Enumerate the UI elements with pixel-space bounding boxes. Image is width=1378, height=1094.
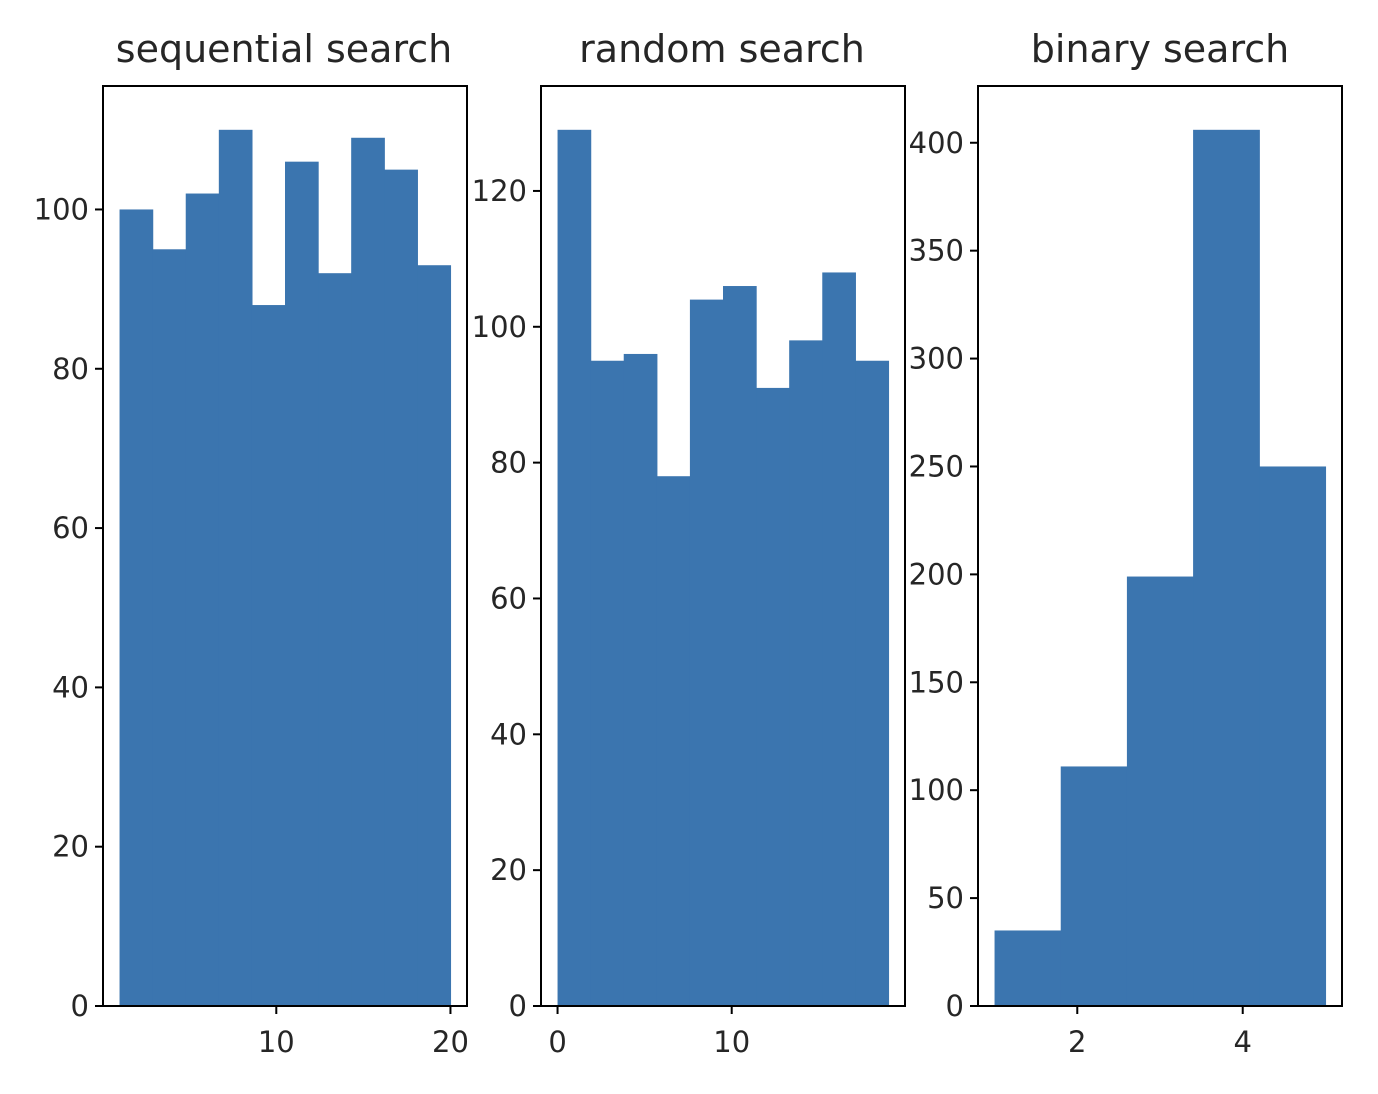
y-tick-label: 40 <box>490 717 527 751</box>
sequential-search-panel: sequential search 0 20 40 60 80 100 10 20 <box>34 27 469 1059</box>
histogram-bar <box>590 360 625 1006</box>
y-tick-label: 0 <box>946 989 964 1023</box>
panel-title: random search <box>579 27 865 71</box>
y-tick-label: 100 <box>472 310 527 344</box>
y-tick-label: 150 <box>909 665 964 699</box>
y-tick-label: 400 <box>909 126 964 160</box>
y-tick-label: 100 <box>34 192 89 226</box>
y-tick-label: 20 <box>52 830 89 864</box>
panel-title: binary search <box>1031 27 1289 71</box>
x-tick-label: 10 <box>258 1025 295 1059</box>
histogram-bar <box>251 305 286 1006</box>
y-tick-label: 80 <box>490 446 527 480</box>
axes-frame <box>102 85 468 1007</box>
bar-group <box>557 129 890 1007</box>
histogram-bar <box>218 129 253 1006</box>
histogram-bar <box>185 193 220 1006</box>
random-search-panel: random search 0 20 40 60 80 100 120 0 10 <box>472 27 906 1059</box>
y-tick-label: 100 <box>909 773 964 807</box>
x-tick-label: 0 <box>548 1025 566 1059</box>
binary-search-panel: binary search 0 50 100 150 200 250 300 350 400 2 4 <box>909 27 1343 1059</box>
y-tick-label: 120 <box>472 174 527 208</box>
x-tick-label: 20 <box>432 1025 469 1059</box>
y-tick-label: 20 <box>490 853 527 887</box>
histogram-bar <box>384 169 418 1006</box>
histogram-bar <box>623 353 658 1006</box>
panel-title: sequential search <box>116 27 452 71</box>
histogram-bar <box>318 273 352 1006</box>
y-tick-label: 40 <box>52 670 89 704</box>
y-tick-label: 60 <box>490 581 527 615</box>
histogram-bar <box>285 161 319 1007</box>
histogram-bar <box>855 360 890 1006</box>
histogram-bar <box>1126 576 1194 1006</box>
bar-group <box>994 129 1327 1007</box>
histogram-bar <box>789 340 823 1006</box>
histogram-bar <box>689 299 724 1006</box>
histogram-bar <box>351 137 385 1006</box>
y-tick-label: 200 <box>909 557 964 591</box>
x-tick-label: 2 <box>1068 1025 1086 1059</box>
histogram-bar <box>119 209 154 1006</box>
y-tick-label: 300 <box>909 342 964 376</box>
histogram-bar <box>994 930 1062 1006</box>
y-tick-label: 0 <box>509 989 527 1023</box>
x-tick-label: 10 <box>713 1025 750 1059</box>
histogram-bar <box>417 265 452 1007</box>
y-tick-label: 350 <box>909 234 964 268</box>
axes-frame <box>540 85 906 1007</box>
y-tick-label: 250 <box>909 449 964 483</box>
histogram-bar <box>1259 466 1327 1007</box>
histogram-bar <box>1193 129 1260 1006</box>
y-tick-label: 50 <box>927 881 964 915</box>
y-tick-label: 80 <box>52 352 89 386</box>
y-tick-label: 60 <box>52 511 89 545</box>
y-tick-label: 0 <box>71 989 89 1023</box>
histogram-bar <box>557 129 592 1006</box>
histogram-bar <box>723 286 757 1006</box>
x-tick-label: 4 <box>1234 1025 1252 1059</box>
histogram-bar <box>152 249 187 1007</box>
histogram-bar <box>822 272 856 1006</box>
bar-group <box>119 129 452 1007</box>
histogram-bar <box>1060 766 1128 1006</box>
histogram-bar <box>756 387 790 1006</box>
histogram-bar <box>656 476 691 1007</box>
axes-frame <box>977 85 1343 1007</box>
